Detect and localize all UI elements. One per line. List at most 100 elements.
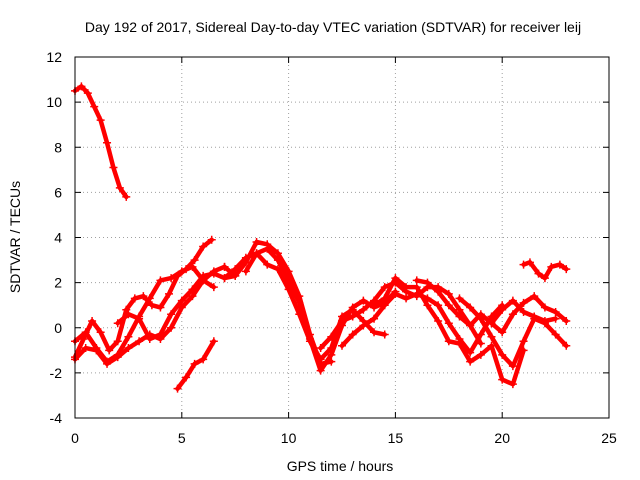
data-point — [241, 253, 250, 262]
data-point — [145, 294, 154, 303]
data-point — [190, 359, 199, 368]
data-point — [540, 316, 549, 325]
data-point — [551, 330, 560, 339]
data-point — [92, 346, 101, 355]
data-point — [231, 265, 240, 274]
data-point — [199, 242, 208, 251]
y-tick-label: 0 — [54, 320, 62, 336]
data-point — [466, 348, 475, 357]
data-point — [551, 314, 560, 323]
data-point — [412, 283, 421, 292]
y-axis-label: SDTVAR / TECUs — [7, 181, 23, 293]
data-point — [83, 89, 92, 98]
data-series — [71, 82, 571, 393]
data-point — [109, 163, 118, 172]
data-point — [476, 314, 485, 323]
data-point — [498, 305, 507, 314]
data-point — [96, 116, 105, 125]
data-point — [96, 328, 105, 337]
data-point — [156, 303, 165, 312]
data-point — [359, 321, 368, 330]
data-point — [476, 339, 485, 348]
data-point — [380, 294, 389, 303]
data-point — [380, 330, 389, 339]
data-point — [466, 321, 475, 330]
data-point — [423, 301, 432, 310]
data-point — [476, 350, 485, 359]
x-tick-label: 5 — [178, 430, 186, 446]
y-tick-label: 8 — [54, 139, 62, 155]
data-point — [115, 183, 124, 192]
data-point — [188, 262, 197, 271]
data-point — [156, 276, 165, 285]
data-point — [135, 337, 144, 346]
data-point — [380, 301, 389, 310]
data-point — [316, 344, 325, 353]
data-point — [173, 384, 182, 393]
data-point — [466, 303, 475, 312]
data-point — [305, 335, 314, 344]
data-point — [534, 269, 543, 278]
data-point — [434, 287, 443, 296]
data-point — [348, 312, 357, 321]
x-axis-label: GPS time / hours — [287, 458, 394, 474]
y-tick-label: 10 — [46, 94, 62, 110]
data-point — [412, 276, 421, 285]
x-tick-label: 25 — [601, 430, 617, 446]
data-point — [487, 341, 496, 350]
data-point — [402, 294, 411, 303]
y-tick-label: 6 — [54, 184, 62, 200]
data-point — [113, 337, 122, 346]
data-point — [124, 344, 133, 353]
data-point — [113, 353, 122, 362]
data-point — [540, 274, 549, 283]
data-point — [519, 307, 528, 316]
data-point — [444, 319, 453, 328]
data-point — [348, 303, 357, 312]
y-tick-label: 4 — [54, 230, 62, 246]
data-point — [273, 249, 282, 258]
data-point — [380, 283, 389, 292]
data-point — [455, 294, 464, 303]
data-point — [508, 380, 517, 389]
data-point — [487, 332, 496, 341]
data-point — [547, 262, 556, 271]
data-point — [444, 301, 453, 310]
data-point — [135, 314, 144, 323]
data-point — [562, 341, 571, 350]
x-tick-label: 20 — [494, 430, 510, 446]
data-point — [555, 260, 564, 269]
data-point — [562, 316, 571, 325]
data-point — [508, 296, 517, 305]
y-tick-label: 12 — [46, 49, 62, 65]
data-point — [519, 260, 528, 269]
series-track-5 — [72, 264, 227, 367]
y-tick-label: -4 — [50, 410, 63, 426]
y-tick-label: 2 — [54, 275, 62, 291]
data-point — [182, 373, 191, 382]
series-track-10 — [318, 280, 484, 351]
x-tick-label: 10 — [281, 430, 297, 446]
data-point — [402, 283, 411, 292]
data-point — [124, 310, 133, 319]
data-point — [273, 256, 282, 265]
data-point — [466, 357, 475, 366]
data-point — [177, 267, 186, 276]
data-point — [164, 289, 173, 298]
series-track-6 — [115, 271, 238, 342]
data-point — [139, 292, 148, 301]
data-point — [124, 332, 133, 341]
data-point — [122, 192, 131, 201]
series-track-2 — [175, 339, 217, 391]
data-point — [391, 274, 400, 283]
data-point — [348, 330, 357, 339]
data-point — [551, 307, 560, 316]
data-point — [487, 319, 496, 328]
data-point — [90, 102, 99, 111]
series-track-1 — [72, 84, 129, 200]
data-point — [199, 355, 208, 364]
data-point — [444, 337, 453, 346]
data-point — [444, 289, 453, 298]
axis-ticks: 0 5 10 15 20 25 -4 -2 0 2 4 6 8 10 12 — [46, 49, 617, 446]
